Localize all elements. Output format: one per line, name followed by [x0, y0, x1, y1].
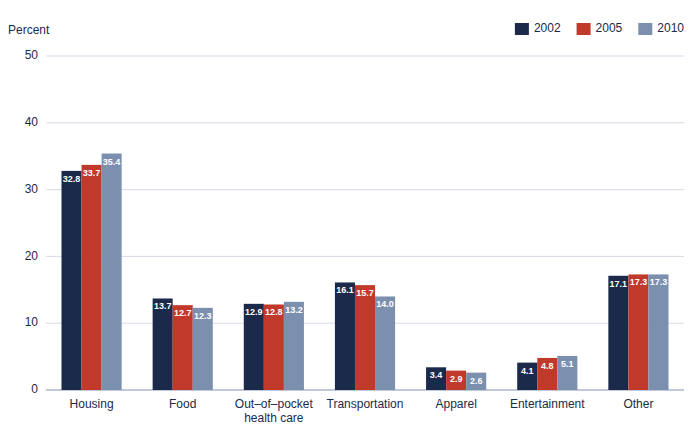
x-tick-label: Food	[169, 397, 196, 411]
bar	[173, 305, 193, 390]
data-label: 4.8	[541, 361, 554, 371]
bar	[517, 363, 537, 390]
bar	[608, 276, 628, 390]
data-label: 4.1	[521, 366, 534, 376]
x-tick-label: Transportation	[327, 397, 404, 411]
bar	[375, 296, 395, 390]
data-label: 5.1	[561, 359, 574, 369]
legend-swatch	[638, 23, 652, 35]
bar	[193, 308, 213, 390]
y-axis-label: Percent	[8, 23, 50, 37]
y-tick-label: 20	[25, 249, 39, 263]
data-label: 35.4	[103, 157, 121, 167]
chart: 0 10 20 30 40 50 32.8 13.7 12.9 16.1 3.4 4.1 17.1 33.…	[0, 0, 700, 442]
bar	[102, 154, 122, 390]
data-labels: 32.8 13.7 12.9 16.1 3.4 4.1 17.1 33.7 12.7 12.8 15…	[63, 157, 667, 386]
bar	[355, 285, 375, 390]
y-tick-label: 0	[31, 382, 38, 396]
data-label: 12.3	[194, 311, 212, 321]
x-tick-label: Out–of–pockethealth care	[235, 397, 314, 425]
bar	[82, 165, 102, 390]
grid-line	[46, 56, 684, 57]
legend-swatch	[577, 23, 591, 35]
data-label: 17.3	[650, 277, 668, 287]
data-label: 3.4	[430, 370, 443, 380]
x-tick-label: Housing	[70, 397, 114, 411]
legend-label: 2002	[534, 21, 561, 35]
background	[0, 0, 700, 442]
grid-line	[46, 189, 684, 190]
data-label: 13.7	[154, 301, 172, 311]
legend-label: 2005	[596, 21, 623, 35]
bar	[335, 282, 355, 390]
bar	[153, 298, 173, 390]
grid	[46, 56, 684, 390]
data-label: 15.7	[356, 288, 374, 298]
bar	[466, 373, 486, 390]
data-label: 12.8	[265, 307, 283, 317]
grid-line	[46, 122, 684, 123]
bar	[446, 371, 466, 390]
bar	[537, 358, 557, 390]
legend-item: 2005	[577, 21, 623, 35]
x-tick-label: Entertainment	[510, 397, 585, 411]
bar	[628, 274, 648, 390]
data-label: 2.6	[470, 376, 483, 386]
y-tick-label: 10	[25, 315, 39, 329]
bar	[244, 304, 264, 390]
data-label: 13.2	[285, 305, 303, 315]
y-tick-label: 30	[25, 182, 39, 196]
bars	[61, 154, 668, 390]
data-label: 17.1	[610, 279, 628, 289]
data-label: 17.3	[630, 277, 648, 287]
y-tick-label: 50	[25, 48, 39, 62]
data-label: 32.8	[63, 174, 81, 184]
legend-item: 2010	[638, 21, 684, 35]
legend-item: 2002	[515, 21, 561, 35]
data-label: 14.0	[376, 299, 394, 309]
data-label: 2.9	[450, 374, 463, 384]
data-label: 33.7	[83, 168, 101, 178]
legend-label: 2010	[657, 21, 684, 35]
bar	[557, 356, 577, 390]
bar	[61, 171, 81, 390]
legend-swatch	[515, 23, 529, 35]
bar	[284, 302, 304, 390]
grid-line	[46, 256, 684, 257]
bar	[648, 274, 668, 390]
data-label: 12.9	[245, 307, 263, 317]
data-label: 12.7	[174, 308, 192, 318]
y-tick-label: 40	[25, 115, 39, 129]
bar	[264, 304, 284, 390]
bar	[426, 367, 446, 390]
x-tick-label: Other	[623, 397, 653, 411]
legend: 2002 2005 2010	[515, 21, 684, 35]
data-label: 16.1	[336, 285, 354, 295]
x-tick-label: Apparel	[435, 397, 476, 411]
